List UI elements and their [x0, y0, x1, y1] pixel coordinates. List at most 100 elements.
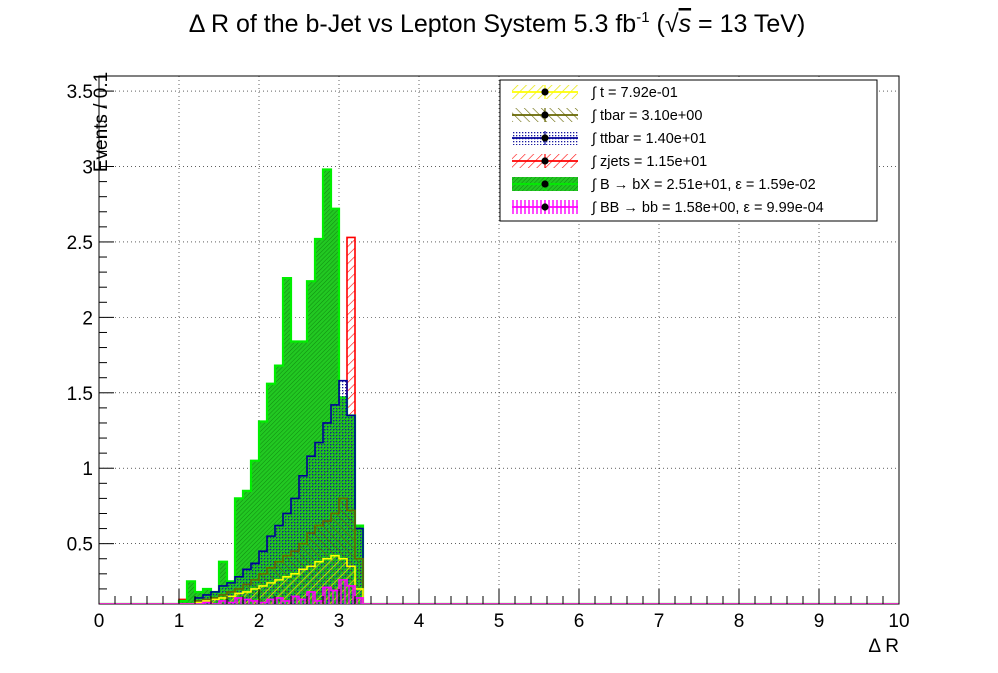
histogram-bar [187, 581, 195, 604]
histogram-bar [243, 591, 251, 604]
legend-label: ∫ zjets = 1.15e+01 [591, 154, 707, 170]
histogram-bar [251, 600, 259, 604]
x-tick-label: 4 [414, 611, 425, 632]
x-tick-label: 8 [734, 611, 745, 632]
legend-label: ∫ ttbar = 1.40e+01 [591, 131, 706, 147]
histogram-bar [283, 576, 291, 604]
chart-title-sqrt: √ [665, 10, 679, 38]
legend-entry: ∫ BB → bb = 1.58e+00, ε = 9.99e-04 [512, 200, 824, 216]
histogram-bar [267, 383, 275, 604]
x-tick-label: 10 [888, 611, 909, 632]
chart-title-energy: = 13 TeV) [691, 10, 805, 38]
histogram-bar [299, 341, 307, 604]
histogram-bar [283, 278, 291, 604]
x-tick-label: 1 [174, 611, 185, 632]
y-tick-label: 2.5 [67, 233, 93, 254]
histogram-bar [299, 569, 307, 604]
legend-label: ∫ B → bX = 2.51e+01, ε = 1.59e-02 [591, 177, 816, 193]
histogram-bar [331, 404, 339, 604]
y-tick-label: 2 [82, 308, 93, 329]
chart-title-superscript: -1 [636, 9, 649, 26]
legend-entry: ∫ tbar = 3.10e+00 [512, 108, 702, 124]
x-tick-label: 2 [254, 611, 265, 632]
y-tick-label: 1.5 [67, 384, 93, 405]
histogram-bar [299, 475, 307, 604]
histogram-bar [323, 422, 331, 604]
histogram-bar [355, 597, 363, 604]
y-tick-label: 0.5 [67, 535, 93, 556]
histogram-bar [259, 421, 267, 604]
histogram-bar [307, 281, 315, 604]
series-outline [99, 379, 899, 604]
histogram-bar [347, 585, 355, 604]
histogram-bar [227, 596, 235, 604]
y-tick-label: 3.5 [67, 82, 93, 103]
histogram-bars [99, 168, 899, 604]
chart-title-s: s [679, 10, 692, 38]
histogram-bar [307, 591, 315, 604]
histogram-bar [267, 599, 275, 604]
histogram-bar [243, 490, 251, 604]
histogram-bar [315, 442, 323, 604]
histogram-bar [291, 573, 299, 604]
histogram-bar [299, 599, 307, 604]
legend-marker [541, 111, 549, 119]
histogram-bar [339, 579, 347, 604]
legend-marker [541, 180, 549, 188]
histogram-bar [331, 590, 339, 604]
x-tick-label: 0 [94, 611, 105, 632]
histogram-bar [275, 597, 283, 604]
legend: ∫ t = 7.92e-01 ∫ tbar = 3.10e+00 ∫ ttbar =… [499, 79, 878, 222]
histogram-bar [267, 582, 275, 604]
histogram-bar [339, 498, 347, 604]
x-tick-label: 5 [494, 611, 505, 632]
x-axis-title: Δ R [868, 636, 899, 657]
histogram-bar [323, 558, 331, 604]
histogram-bar [323, 587, 331, 604]
grid [99, 76, 899, 604]
legend-label: ∫ tbar = 3.10e+00 [591, 108, 702, 124]
histogram-bar [315, 600, 323, 604]
legend-entry: ∫ t = 7.92e-01 [512, 85, 678, 101]
y-tick-label: 3 [82, 158, 93, 179]
legend-entry: ∫ ttbar = 1.40e+01 [512, 131, 706, 147]
histogram-bar [323, 169, 331, 604]
chart-title-main: Δ R of the b-Jet vs Lepton System 5.3 fb [189, 10, 637, 38]
histogram-bar [219, 561, 227, 604]
y-tick-label: 1 [82, 459, 93, 480]
legend-entry: ∫ B → bX = 2.51e+01, ε = 1.59e-02 [512, 177, 816, 193]
histogram-bar [339, 380, 347, 604]
legend-marker [541, 157, 549, 165]
legend-label: ∫ BB → bb = 1.58e+00, ε = 9.99e-04 [591, 200, 824, 216]
legend-entry: ∫ zjets = 1.15e+01 [512, 154, 707, 170]
chart-title-energy-open: ( [650, 10, 666, 38]
series-4 [99, 168, 899, 604]
histogram-bar [355, 588, 363, 604]
y-axis-title: Events / 0.1 [91, 72, 112, 172]
histogram-bar [291, 341, 299, 604]
histogram-bar [259, 585, 267, 604]
histogram-bar [235, 597, 243, 604]
histogram-bar [331, 555, 339, 604]
histogram-bar [275, 579, 283, 604]
legend-marker [541, 134, 549, 142]
x-tick-label: 6 [574, 611, 585, 632]
histogram-bar [355, 558, 363, 604]
histogram-bar [315, 238, 323, 604]
axes: 0 1 2 3 4 5 6 7 8 9 10 0.5 1 1.5 2 2.5 3 3.5 [67, 75, 910, 632]
x-tick-label: 3 [334, 611, 345, 632]
histogram-bar [243, 599, 251, 604]
histogram-bar [307, 456, 315, 604]
histogram-bar [219, 600, 227, 604]
histogram-bar [283, 600, 291, 604]
legend-marker [541, 88, 549, 96]
histogram-bar [235, 498, 243, 604]
histogram-bar [179, 600, 187, 604]
x-tick-label: 7 [654, 611, 665, 632]
histogram-bar [211, 599, 219, 604]
histogram-bar [347, 510, 355, 604]
x-tick-label: 9 [814, 611, 825, 632]
legend-box [499, 79, 878, 222]
legend-label: ∫ t = 7.92e-01 [591, 85, 678, 101]
